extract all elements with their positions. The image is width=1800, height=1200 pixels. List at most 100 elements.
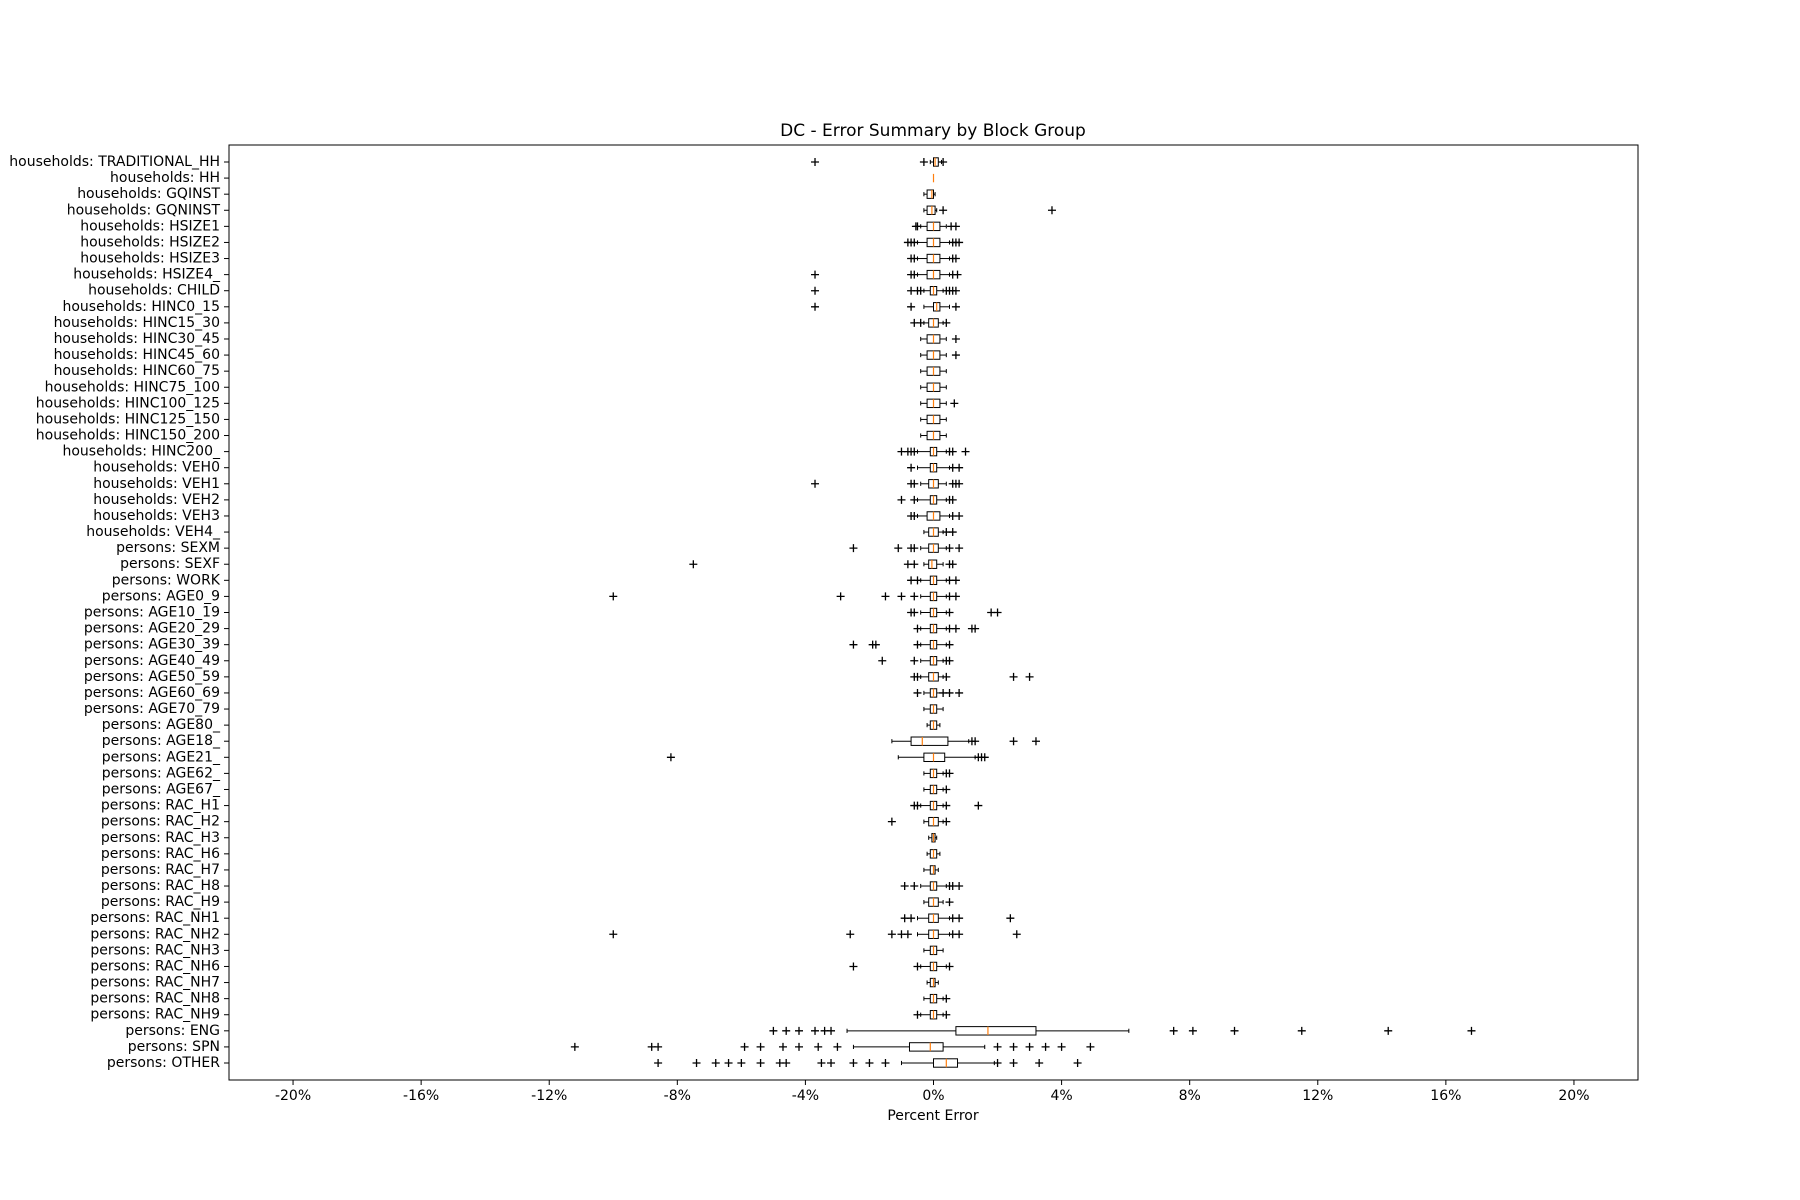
flier (942, 318, 951, 327)
flier (711, 1059, 720, 1067)
y-tick-label: households: VEH4_ (86, 524, 221, 540)
flier (740, 1042, 749, 1051)
flier (942, 801, 951, 810)
flier (1188, 1026, 1197, 1035)
flier (1073, 1059, 1082, 1067)
flier (811, 286, 820, 295)
y-tick-label: households: HINC150_200 (36, 428, 220, 444)
flier (782, 1059, 791, 1067)
flier (827, 1059, 836, 1067)
flier (814, 1042, 823, 1051)
y-tick-label: persons: RAC_H9 (101, 894, 220, 910)
flier (951, 254, 960, 263)
flier (878, 656, 887, 665)
y-tick-label: households: GQINST (77, 186, 220, 202)
flier (1025, 672, 1034, 681)
chart-title: DC - Error Summary by Block Group (780, 121, 1086, 141)
flier (955, 463, 964, 472)
y-tick-label: persons: RAC_NH1 (90, 910, 220, 926)
flier (1169, 1026, 1178, 1035)
flier (692, 1059, 701, 1067)
y-tick-label: households: VEH3 (93, 508, 220, 524)
y-tick-label: persons: SPN (128, 1039, 220, 1055)
y-tick-label: households: VEH1 (93, 476, 220, 492)
flier (849, 640, 858, 649)
x-tick-label: 4% (1050, 1088, 1072, 1104)
flier (894, 544, 903, 553)
box (926, 205, 936, 215)
flier (948, 495, 957, 504)
x-tick-label: -4% (792, 1088, 819, 1104)
box (928, 559, 938, 569)
flier (993, 1042, 1002, 1051)
y-tick-label: households: HINC100_125 (36, 395, 220, 411)
y-tick-label: persons: RAC_H8 (101, 878, 220, 894)
flier (942, 672, 951, 681)
y-tick-label: households: CHILD (88, 283, 220, 299)
flier (942, 994, 951, 1003)
flier (913, 688, 922, 697)
y-tick-label: persons: OTHER (107, 1055, 220, 1071)
y-tick-label: persons: AGE67_ (102, 781, 221, 797)
flier (1006, 914, 1015, 923)
flier (945, 962, 954, 971)
y-tick-label: persons: RAC_NH7 (90, 975, 220, 991)
y-tick-label: households: HSIZE4_ (73, 267, 221, 283)
flier (948, 447, 957, 456)
box (933, 157, 939, 167)
flier (945, 608, 954, 617)
flier (1031, 737, 1040, 746)
y-tick-label: households: TRADITIONAL_HH (9, 154, 220, 170)
y-tick-label: persons: RAC_H2 (101, 814, 220, 830)
flier (953, 270, 962, 279)
y-tick-label: persons: AGE70_79 (84, 701, 220, 717)
y-tick-label: persons: AGE10_19 (84, 605, 220, 621)
y-tick-label: households: HINC125_150 (36, 411, 220, 427)
flier (897, 592, 906, 601)
y-tick-label: persons: AGE30_39 (84, 637, 220, 653)
flier (881, 592, 890, 601)
flier (1384, 1026, 1393, 1035)
flier (654, 1042, 663, 1051)
flier (945, 688, 954, 697)
box (926, 189, 935, 199)
flier (955, 688, 964, 697)
flier (666, 753, 675, 762)
flier (948, 528, 957, 537)
flier (955, 914, 964, 923)
flier (609, 930, 618, 939)
flier (951, 576, 960, 585)
flier (910, 511, 919, 520)
y-tick-label: persons: AGE20_29 (84, 621, 220, 637)
flier (907, 914, 916, 923)
flier (945, 656, 954, 665)
y-tick-label: persons: AGE50_59 (84, 669, 220, 685)
x-tick-label: -16% (403, 1088, 439, 1104)
flier (916, 318, 925, 327)
flier (910, 495, 919, 504)
flier (811, 479, 820, 488)
flier (993, 1059, 1002, 1067)
flier (910, 544, 919, 553)
flier (795, 1026, 804, 1035)
box (933, 1058, 959, 1068)
flier (817, 1059, 826, 1067)
box (923, 752, 946, 763)
flier (945, 544, 954, 553)
flier (951, 624, 960, 633)
flier (756, 1042, 765, 1051)
flier (836, 592, 845, 601)
flier (951, 351, 960, 360)
flier (942, 817, 951, 826)
flier (948, 560, 957, 569)
flier (913, 962, 922, 971)
flier (910, 608, 919, 617)
flier (951, 334, 960, 343)
flier (609, 592, 618, 601)
box (908, 1042, 944, 1052)
flier (916, 286, 925, 295)
flier (782, 1026, 791, 1035)
flier (654, 1059, 663, 1067)
flier (811, 158, 820, 166)
